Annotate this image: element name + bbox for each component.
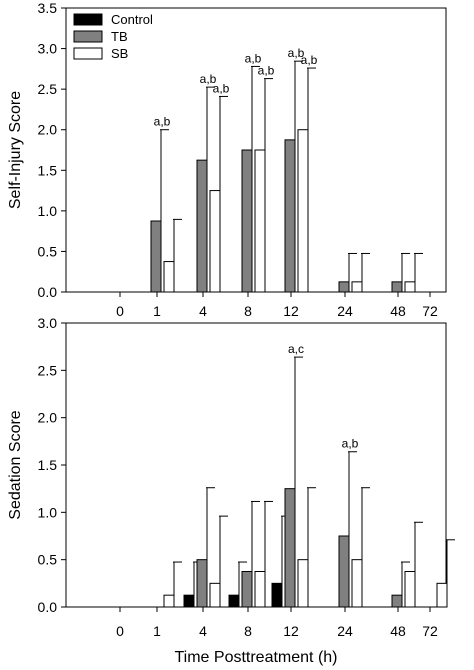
- bar-sb: [404, 281, 416, 293]
- y-axis-title: Sedation Score: [7, 410, 24, 520]
- bar-sb: [404, 571, 416, 608]
- bar-control: [183, 594, 195, 608]
- y-axis-title: Self-Injury Score: [7, 91, 24, 209]
- legend-label-sb: SB: [111, 46, 128, 61]
- y-tick-label: 3.0: [38, 315, 58, 331]
- significance-label: a,c: [288, 342, 304, 356]
- chart-panel-top: 0.00.51.01.52.02.53.03.50 1 4 8 12 24 48 72Self…: [7, 0, 447, 319]
- x-tick-label: 48: [390, 623, 406, 639]
- bar-sb: [297, 129, 309, 293]
- x-tick-label: 12: [283, 623, 299, 639]
- bar-sb: [436, 582, 448, 608]
- bar-tb: [284, 488, 296, 608]
- x-tick-label: 72: [422, 623, 438, 639]
- legend: Control TB SB: [73, 12, 153, 61]
- x-tick-label: 8: [244, 623, 252, 639]
- bar-tb: [284, 139, 296, 293]
- x-tick-label: 72: [422, 303, 438, 319]
- x-tick-label: 8: [244, 303, 252, 319]
- y-tick-label: 2.5: [38, 362, 58, 378]
- y-tick-label: 2.5: [38, 81, 58, 97]
- y-tick-label: 0.5: [38, 243, 58, 259]
- legend-swatch-sb: [73, 47, 103, 60]
- x-tick-label: 1: [153, 623, 161, 639]
- y-tick-label: 2.0: [38, 122, 58, 138]
- x-tick-label: 0: [116, 623, 124, 639]
- plot-frame: [65, 322, 447, 608]
- bar-tb: [391, 281, 403, 293]
- bar-tb: [150, 220, 162, 293]
- bar-control: [271, 582, 283, 608]
- bar-control: [228, 594, 240, 608]
- bar-tb: [241, 571, 253, 608]
- bar-sb: [254, 149, 266, 293]
- y-tick-label: 0.5: [38, 552, 58, 568]
- bar-tb: [241, 149, 253, 293]
- y-tick-label: 1.0: [38, 504, 58, 520]
- x-tick-label: 12: [283, 303, 299, 319]
- bar-tb: [196, 559, 208, 608]
- bar-sb: [351, 281, 363, 293]
- x-tick-label: 4: [199, 623, 207, 639]
- y-tick-label: 1.0: [38, 203, 58, 219]
- x-tick-label: 48: [390, 303, 406, 319]
- significance-label: a,b: [342, 437, 359, 451]
- y-tick-label: 1.5: [38, 162, 58, 178]
- significance-label: a,b: [200, 72, 217, 86]
- significance-label: a,b: [154, 115, 171, 129]
- x-tick-label: 24: [337, 303, 353, 319]
- bar-sb: [209, 582, 221, 608]
- bar-sb: [297, 559, 309, 608]
- bar-sb: [254, 571, 266, 608]
- bar-sb: [351, 559, 363, 608]
- y-tick-label: 0.0: [38, 284, 58, 300]
- legend-label-tb: TB: [111, 29, 128, 44]
- x-tick-label: 1: [153, 303, 161, 319]
- bar-tb: [196, 159, 208, 293]
- significance-label: a,b: [213, 81, 230, 95]
- bar-tb: [338, 281, 350, 293]
- significance-label: a,b: [245, 51, 262, 65]
- significance-label: a,b: [258, 64, 275, 78]
- legend-swatch-tb: [73, 30, 103, 43]
- significance-label: a,b: [301, 53, 318, 67]
- y-tick-label: 0.0: [38, 599, 58, 615]
- legend-swatch-control: [73, 13, 103, 26]
- y-tick-label: 2.0: [38, 410, 58, 426]
- y-tick-label: 1.5: [38, 457, 58, 473]
- bar-tb: [391, 594, 403, 608]
- legend-label-control: Control: [111, 12, 153, 27]
- x-axis-title: Time Posttreatment (h): [174, 649, 337, 666]
- significance-label: a,b: [288, 46, 305, 60]
- bar-sb: [163, 261, 175, 293]
- y-tick-label: 3.0: [38, 41, 58, 57]
- chart-panel-bottom: 0.00.51.01.52.02.53.00 1 4 8 12 24 48 72Sedatio…: [7, 315, 455, 666]
- x-tick-label: 4: [199, 303, 207, 319]
- x-tick-label: 0: [116, 303, 124, 319]
- y-tick-label: 3.5: [38, 0, 58, 16]
- x-tick-label: 24: [337, 623, 353, 639]
- bar-sb: [209, 190, 221, 293]
- bar-sb: [163, 594, 175, 608]
- bar-tb: [338, 535, 350, 608]
